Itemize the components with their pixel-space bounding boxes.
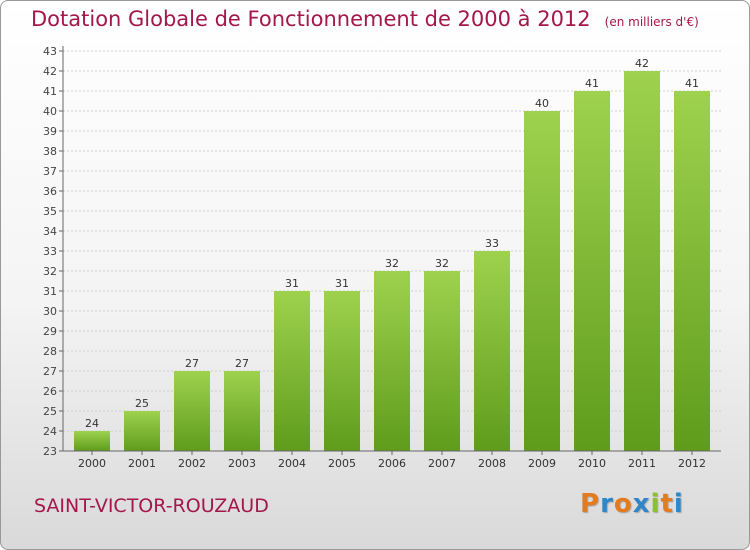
proxiti-logo: Proxiti: [580, 489, 684, 519]
x-tick-label: 2009: [528, 457, 556, 470]
y-tick-label: 31: [43, 285, 57, 298]
bar-value-label: 40: [535, 97, 549, 110]
bar: [274, 291, 310, 451]
y-tick-label: 42: [43, 65, 57, 78]
y-tick-label: 28: [43, 345, 57, 358]
logo-letter: o: [613, 489, 633, 519]
logo-letter: P: [580, 489, 601, 519]
x-tick-label: 2005: [328, 457, 356, 470]
y-tick-label: 41: [43, 85, 57, 98]
chart-title: Dotation Globale de Fonctionnement de 20…: [31, 7, 699, 31]
y-tick-label: 33: [43, 245, 57, 258]
y-tick-label: 36: [43, 185, 57, 198]
y-tick-label: 27: [43, 365, 57, 378]
bar: [74, 431, 110, 451]
y-tick-label: 29: [43, 325, 57, 338]
commune-name: SAINT-VICTOR-ROUZAUD: [34, 495, 269, 517]
bar: [574, 91, 610, 451]
bar: [124, 411, 160, 451]
x-tick-label: 2007: [428, 457, 456, 470]
bar: [674, 91, 710, 451]
logo-letter: r: [600, 489, 614, 519]
x-tick-label: 2011: [628, 457, 656, 470]
y-tick-label: 24: [43, 425, 57, 438]
bar: [324, 291, 360, 451]
bar-value-label: 42: [635, 57, 649, 70]
logo-letter: x: [632, 489, 651, 519]
bar: [474, 251, 510, 451]
logo-letter: i: [673, 489, 684, 519]
unit-label: (en milliers d'€): [604, 15, 699, 29]
x-tick-label: 2000: [78, 457, 106, 470]
x-tick-label: 2006: [378, 457, 406, 470]
logo-letter: t: [660, 489, 674, 519]
bar: [524, 111, 560, 451]
y-tick-label: 35: [43, 205, 57, 218]
bar-value-label: 31: [335, 277, 349, 290]
x-tick-label: 2012: [678, 457, 706, 470]
y-tick-label: 38: [43, 145, 57, 158]
bar: [374, 271, 410, 451]
bar-value-label: 41: [685, 77, 699, 90]
x-tick-label: 2002: [178, 457, 206, 470]
bar-value-label: 41: [585, 77, 599, 90]
bar: [174, 371, 210, 451]
chart-title-text: Dotation Globale de Fonctionnement de 20…: [31, 7, 591, 31]
y-tick-label: 39: [43, 125, 57, 138]
bar-value-label: 31: [285, 277, 299, 290]
bar-value-label: 27: [185, 357, 199, 370]
y-tick-label: 25: [43, 405, 57, 418]
bar-value-label: 25: [135, 397, 149, 410]
x-tick-label: 2001: [128, 457, 156, 470]
x-tick-label: 2003: [228, 457, 256, 470]
bar-value-label: 33: [485, 237, 499, 250]
bar-value-label: 27: [235, 357, 249, 370]
y-tick-label: 23: [43, 445, 57, 458]
y-tick-label: 37: [43, 165, 57, 178]
logo-letter: i: [650, 489, 661, 519]
y-tick-label: 40: [43, 105, 57, 118]
bar-value-label: 24: [85, 417, 99, 430]
y-tick-label: 30: [43, 305, 57, 318]
bar: [624, 71, 660, 451]
bar: [424, 271, 460, 451]
y-tick-label: 43: [43, 45, 57, 58]
y-tick-label: 34: [43, 225, 57, 238]
x-tick-label: 2004: [278, 457, 306, 470]
bar-value-label: 32: [435, 257, 449, 270]
bars: 24 25 27 27 31 31 32 32 33 40 41 42 41: [74, 57, 710, 451]
axes: 23 24 25 26 27 28 29 30 31 32 33 34 35 36 37 38 39 40 41 42…: [43, 45, 721, 470]
y-tick-label: 26: [43, 385, 57, 398]
bar: [224, 371, 260, 451]
x-tick-label: 2008: [478, 457, 506, 470]
bar-value-label: 32: [385, 257, 399, 270]
x-tick-label: 2010: [578, 457, 606, 470]
y-tick-label: 32: [43, 265, 57, 278]
